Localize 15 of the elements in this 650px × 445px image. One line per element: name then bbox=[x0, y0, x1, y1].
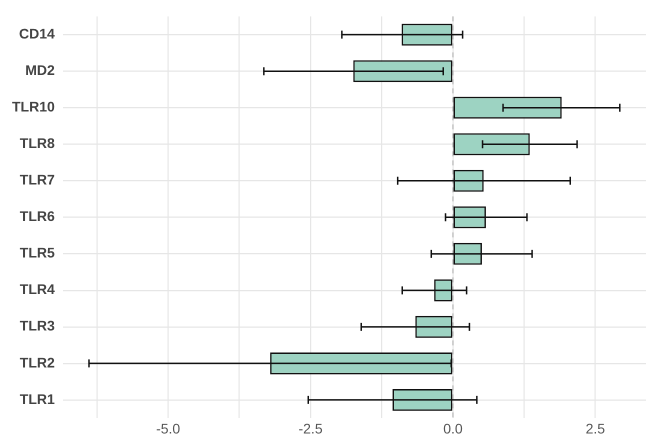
y-tick-label: CD14 bbox=[18, 26, 55, 42]
y-tick-label: TLR8 bbox=[20, 135, 55, 152]
y-tick-label: TLR7 bbox=[20, 172, 55, 188]
y-tick-label: TLR1 bbox=[20, 390, 55, 407]
y-tick-label: TLR3 bbox=[20, 318, 55, 334]
y-tick-label: TLR10 bbox=[12, 98, 55, 115]
y-tick-label: MD2 bbox=[25, 62, 55, 78]
x-tick-label: 0.0 bbox=[443, 420, 463, 436]
y-tick-label: TLR5 bbox=[20, 244, 55, 261]
y-tick-label: TLR4 bbox=[20, 281, 55, 298]
y-tick-label: TLR6 bbox=[20, 208, 55, 224]
x-tick-label: -5.0 bbox=[156, 420, 180, 436]
y-tick-label: TLR2 bbox=[20, 354, 55, 370]
x-tick-label: 2.5 bbox=[586, 420, 606, 436]
x-tick-label: -2.5 bbox=[298, 420, 323, 436]
